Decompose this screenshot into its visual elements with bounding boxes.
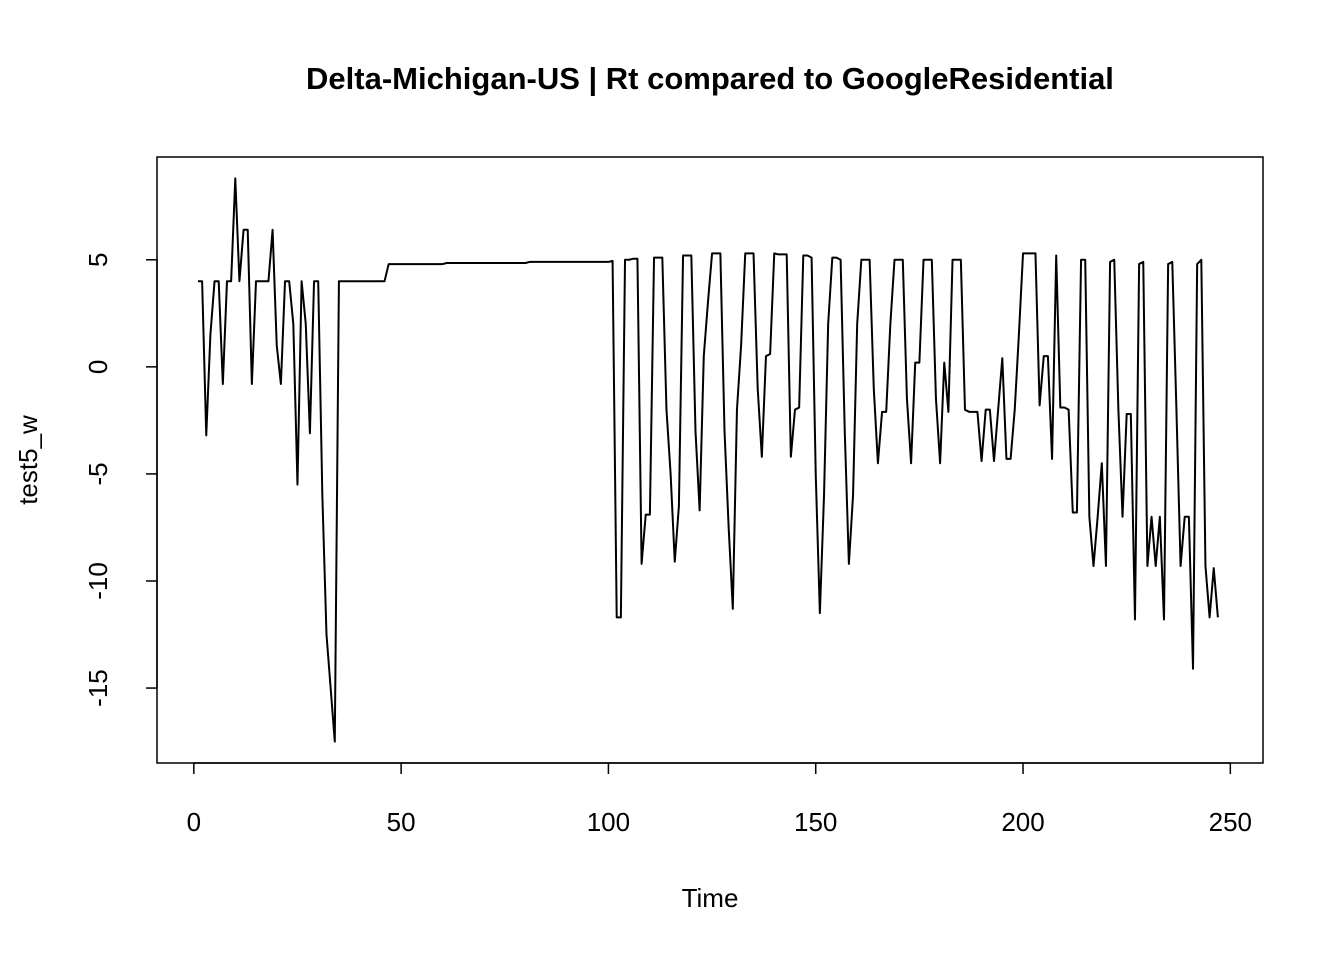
- x-tick-label: 200: [1001, 807, 1044, 837]
- x-tick-label: 0: [187, 807, 201, 837]
- y-tick-label: 0: [83, 360, 113, 374]
- x-tick-label: 150: [794, 807, 837, 837]
- y-tick-label: -10: [83, 562, 113, 600]
- x-tick-label: 100: [587, 807, 630, 837]
- y-axis-label: test5_w: [13, 415, 43, 505]
- x-tick-label: 250: [1209, 807, 1252, 837]
- y-tick-label: -15: [83, 669, 113, 707]
- data-line: [197, 177, 1219, 743]
- x-tick-label: 50: [387, 807, 416, 837]
- chart-title: Delta-Michigan-US | Rt compared to Googl…: [306, 61, 1114, 96]
- x-axis-label: Time: [682, 883, 739, 913]
- y-tick-label: 5: [83, 253, 113, 267]
- y-tick-label: -5: [83, 462, 113, 485]
